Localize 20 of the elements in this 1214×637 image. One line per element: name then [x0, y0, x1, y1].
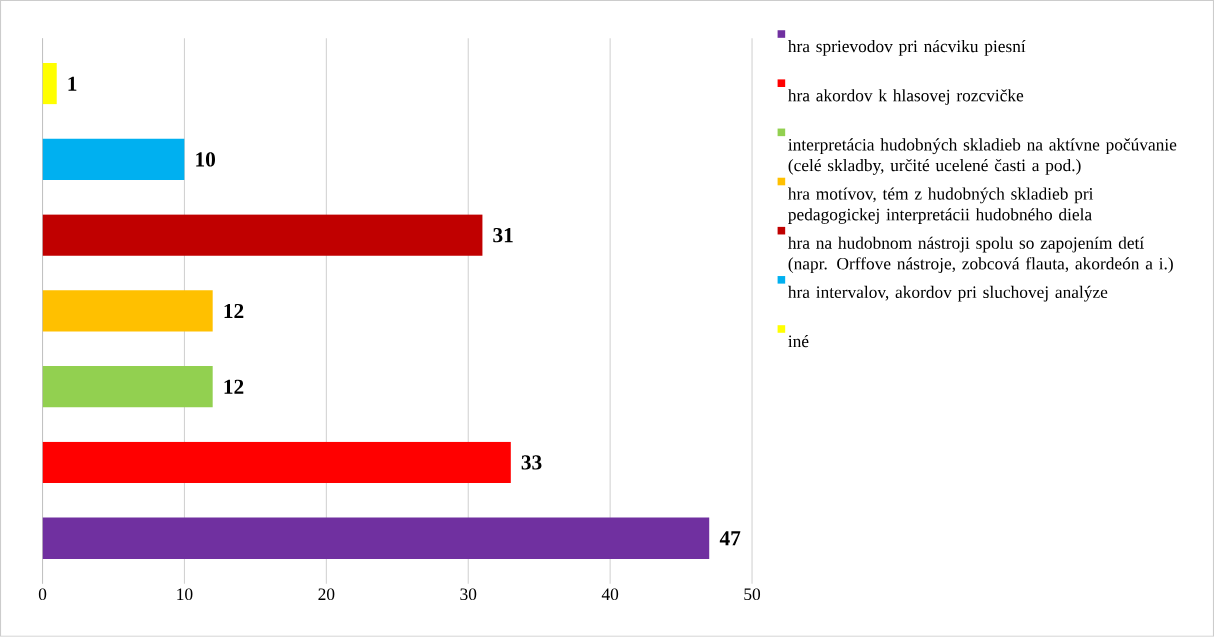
- data-label: 12: [224, 303, 244, 319]
- x-tick-label: 0: [38, 588, 47, 601]
- legend-label: hra intervalov, akordov pri sluchovej analýze: [788, 285, 1108, 302]
- x-tick-label: 50: [744, 588, 761, 601]
- legend-label: hra akordov k hlasovej rozcvičke: [788, 89, 1024, 105]
- x-tick-label: 40: [601, 588, 619, 601]
- data-label: 10: [196, 152, 216, 167]
- data-label: 33: [521, 455, 542, 470]
- x-tick-label: 10: [177, 588, 193, 601]
- data-label: 47: [719, 531, 741, 546]
- data-label: 31: [493, 228, 513, 243]
- legend-label: hra sprievodov pri nácviku piesní: [788, 40, 1026, 56]
- legend-label: interpretácia hudobných skladieb na aktívne počúvanie (celé skladby, určité ucelené časti a pod.): [788, 138, 1177, 175]
- data-label: 12: [224, 379, 244, 394]
- legend-label: iné: [788, 335, 809, 348]
- data-label: 1: [68, 76, 77, 91]
- legend-label: hra na hudobnom nástroji spolu so zapojením detí (napr. Orffove nástroje, zobcová flauta, akordeón a i.): [788, 236, 1173, 274]
- x-tick-label: 30: [460, 588, 477, 601]
- legend-label: hra motívov, tém z hudobných skladieb pri pedagogickej interpretácii hudobného diela: [788, 187, 1094, 225]
- x-tick-label: 20: [318, 588, 335, 601]
